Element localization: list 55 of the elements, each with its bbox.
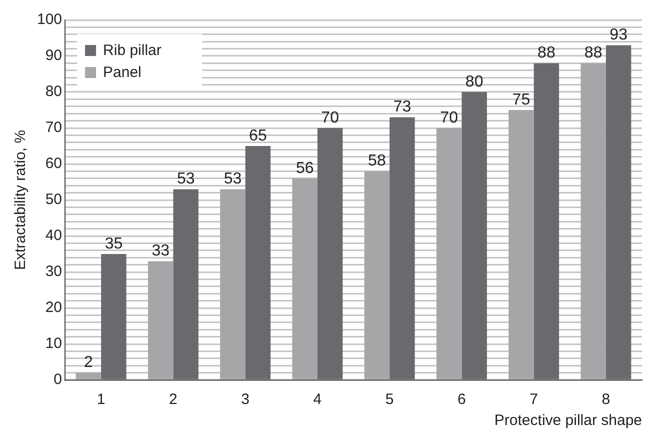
legend-label: Rib pillar bbox=[103, 42, 162, 60]
bar bbox=[462, 92, 487, 380]
data-label: 75 bbox=[512, 91, 530, 108]
y-tick-label: 50 bbox=[45, 191, 62, 208]
data-label: 88 bbox=[538, 44, 556, 62]
y-tick-label: 70 bbox=[45, 119, 62, 136]
x-tick-label: 8 bbox=[602, 391, 610, 408]
data-label: 53 bbox=[176, 170, 195, 188]
y-tick-label: 20 bbox=[45, 299, 62, 316]
x-tick-label: 5 bbox=[385, 391, 394, 408]
data-label: 2 bbox=[84, 354, 94, 372]
data-label: 58 bbox=[368, 152, 386, 170]
bar bbox=[245, 146, 271, 380]
bar bbox=[148, 261, 174, 380]
bar bbox=[317, 128, 343, 380]
y-tick-label: 40 bbox=[45, 227, 62, 244]
bar bbox=[606, 45, 632, 380]
data-label: 56 bbox=[296, 160, 314, 177]
data-label: 53 bbox=[224, 170, 242, 188]
x-tick-label: 1 bbox=[96, 391, 106, 408]
bar bbox=[220, 189, 246, 380]
bar bbox=[580, 63, 606, 380]
y-tick-label: 80 bbox=[45, 83, 62, 100]
y-axis-title: Extractability ratio, % bbox=[12, 130, 30, 270]
bar bbox=[508, 110, 534, 380]
data-label: 93 bbox=[610, 26, 628, 44]
x-tick-label: 6 bbox=[458, 391, 466, 408]
bar bbox=[390, 117, 415, 380]
legend-label: Panel bbox=[103, 64, 142, 82]
bar bbox=[101, 254, 126, 380]
x-tick-label: 2 bbox=[169, 391, 178, 408]
y-tick-label: 30 bbox=[45, 263, 62, 280]
x-axis-title: Protective pillar shape bbox=[494, 412, 642, 430]
y-tick-label: 10 bbox=[45, 335, 62, 352]
x-tick-label: 3 bbox=[241, 391, 250, 408]
y-tick-label: 100 bbox=[36, 11, 62, 28]
data-label: 33 bbox=[152, 242, 170, 260]
bar bbox=[292, 178, 318, 380]
y-tick-label: 90 bbox=[45, 47, 62, 64]
x-tick-label: 4 bbox=[313, 391, 322, 408]
data-label: 88 bbox=[584, 44, 602, 62]
data-label: 65 bbox=[249, 127, 267, 144]
x-tick-label: 7 bbox=[530, 391, 538, 408]
bar bbox=[76, 372, 102, 380]
y-tick-label: 0 bbox=[54, 371, 62, 388]
y-tick-label: 60 bbox=[45, 155, 62, 172]
data-label: 70 bbox=[440, 109, 458, 126]
bar bbox=[534, 63, 560, 380]
data-label: 70 bbox=[321, 109, 340, 126]
bar bbox=[173, 189, 198, 380]
bar bbox=[364, 171, 390, 380]
bar bbox=[436, 128, 462, 380]
data-label: 73 bbox=[393, 98, 412, 116]
data-label: 35 bbox=[104, 235, 123, 252]
data-label: 80 bbox=[465, 73, 484, 90]
